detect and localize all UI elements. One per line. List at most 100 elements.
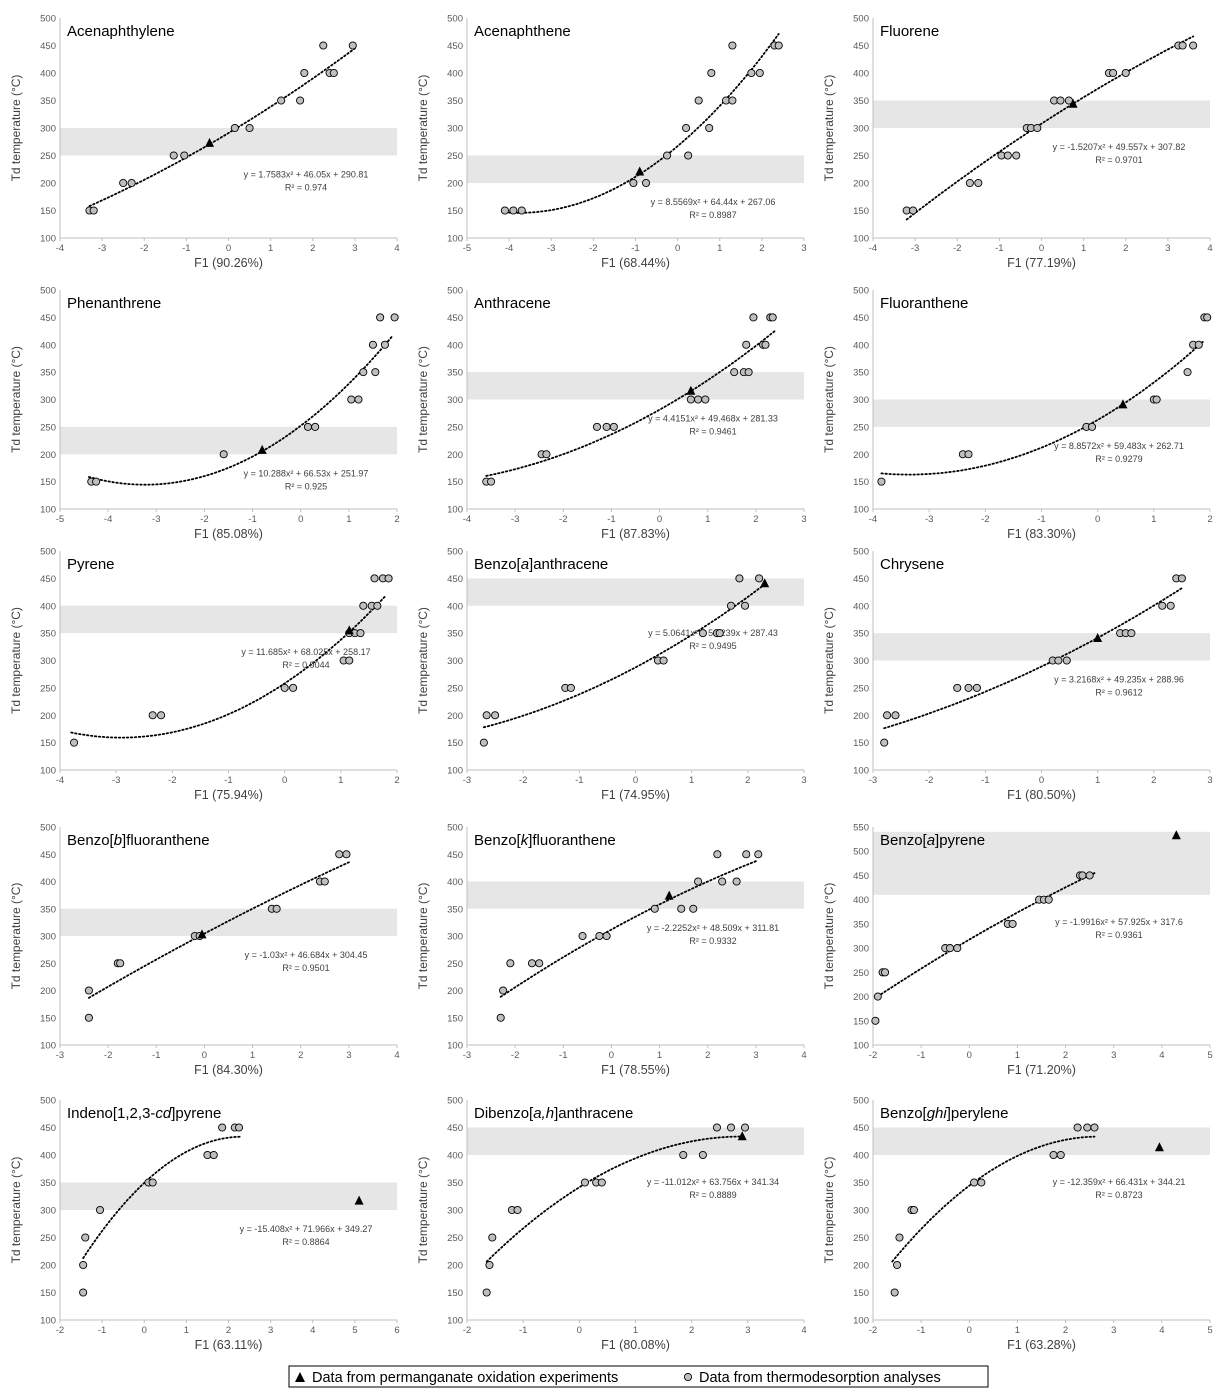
y-axis-label: Td temperature (°C) <box>822 75 836 182</box>
x-tick-label: 4 <box>1159 1325 1164 1336</box>
x-tick-label: 0 <box>1039 243 1044 254</box>
thermodesorption-point <box>747 68 756 78</box>
chart-panel-11: 100 150 200 250 300 350 400 450 500 -3 -2 -1 0 1 2 3 4 F1… <box>416 823 807 1078</box>
thermodesorption-point <box>69 738 79 747</box>
trend-equation: y = -12.359x² + 66.431x + 344.21 <box>1053 1177 1186 1187</box>
legend-triangle-label: Data from permanganate oxidation experim… <box>312 1370 618 1386</box>
y-tick-label: 250 <box>40 683 56 694</box>
x-tick-label: 1 <box>338 775 343 786</box>
y-axis-label: Td temperature (°C) <box>9 1157 23 1264</box>
x-tick-label: -3 <box>511 514 519 525</box>
thermodesorption-point <box>347 395 356 404</box>
y-tick-label: 250 <box>40 422 56 433</box>
y-tick-label: 400 <box>447 340 463 351</box>
chart-title: Pyrene <box>67 556 115 573</box>
x-tick-label: 1 <box>1151 514 1156 525</box>
thermodesorption-point <box>496 1013 505 1022</box>
chart-title: Benzo[k]fluoranthene <box>474 832 616 849</box>
thermodesorption-point <box>542 450 551 459</box>
y-tick-label: 450 <box>447 1123 463 1134</box>
trend-equation: y = 1.7583x² + 46.05x + 290.81 <box>244 170 369 180</box>
y-tick-label: 100 <box>40 766 56 777</box>
x-tick-label: -2 <box>511 1050 519 1061</box>
x-tick-label: -1 <box>224 775 232 786</box>
y-tick-label: 200 <box>447 986 463 997</box>
thermodesorption-point <box>1088 422 1097 431</box>
y-tick-label: 400 <box>447 69 463 80</box>
y-tick-label: 300 <box>40 1206 56 1217</box>
thermodesorption-point <box>359 368 368 377</box>
y-tick-label: 150 <box>447 1288 463 1299</box>
thermodesorption-point <box>1056 96 1065 105</box>
chart-title: Benzo[b]fluoranthene <box>67 832 210 849</box>
x-tick-label: 2 <box>753 514 758 525</box>
x-tick-label: -1 <box>917 1325 925 1336</box>
x-tick-label: 3 <box>1111 1325 1116 1336</box>
y-tick-label: 450 <box>853 41 869 52</box>
thermodesorption-point <box>880 968 890 977</box>
x-tick-label: 3 <box>745 1325 750 1336</box>
y-tick-label: 500 <box>853 1096 869 1107</box>
chart-title: Benzo[ghi]perylene <box>880 1105 1008 1122</box>
x-tick-label: -2 <box>559 514 567 525</box>
y-tick-label: 250 <box>447 683 463 694</box>
y-tick-label: 100 <box>40 1041 56 1052</box>
thermodesorption-point <box>755 68 764 78</box>
y-tick-label: 300 <box>447 932 463 943</box>
x-axis-label: F1 (83.30%) <box>1007 527 1076 541</box>
trend-r-squared: R² = 0.8889 <box>689 1190 736 1200</box>
thermodesorption-point <box>342 850 351 859</box>
legend-triangle-marker <box>295 1372 305 1382</box>
thermodesorption-point <box>390 313 399 322</box>
trend-line <box>880 339 1206 476</box>
y-tick-label: 250 <box>447 151 463 162</box>
y-tick-label: 400 <box>40 1151 56 1162</box>
x-tick-label: 0 <box>967 1325 972 1336</box>
x-tick-label: 1 <box>1015 1050 1020 1061</box>
shaded-band <box>60 1182 397 1210</box>
thermodesorption-point <box>977 1178 986 1187</box>
thermodesorption-point <box>641 178 651 188</box>
y-tick-label: 350 <box>447 904 463 915</box>
y-tick-label: 250 <box>853 968 869 979</box>
thermodesorption-point <box>972 683 981 692</box>
trend-line <box>82 1135 242 1259</box>
x-tick-label: 5 <box>1207 1050 1212 1061</box>
thermodesorption-point <box>127 178 136 188</box>
thermodesorption-point <box>335 850 344 859</box>
permanganate-point <box>737 1131 747 1141</box>
y-tick-label: 150 <box>447 738 463 749</box>
thermodesorption-point <box>871 1016 880 1025</box>
y-tick-label: 150 <box>853 206 869 217</box>
trend-line <box>508 33 780 214</box>
permanganate-point <box>354 1195 364 1205</box>
y-tick-label: 400 <box>447 877 463 888</box>
x-tick-label: 2 <box>1207 514 1212 525</box>
y-tick-label: 150 <box>447 477 463 488</box>
shaded-band <box>60 605 397 634</box>
y-tick-label: 450 <box>447 313 463 324</box>
y-tick-label: 200 <box>447 450 463 461</box>
thermodesorption-point <box>715 629 724 638</box>
x-axis-label: F1 (71.20%) <box>1007 1063 1076 1077</box>
chart-title: Dibenzo[a,h]anthracene <box>474 1105 633 1122</box>
thermodesorption-point <box>742 340 751 349</box>
x-tick-label: -5 <box>463 243 471 254</box>
chart-panel-8: 100 150 200 250 300 350 400 450 500 -3 -2 -1 0 1 2 3 F1 … <box>416 547 807 803</box>
trend-r-squared: R² = 0.9044 <box>282 660 329 670</box>
y-tick-label: 100 <box>447 234 463 245</box>
x-tick-label: 2 <box>689 1325 694 1336</box>
y-tick-label: 100 <box>40 1316 56 1327</box>
legend-circle-marker <box>683 1372 693 1382</box>
y-tick-label: 300 <box>40 395 56 406</box>
y-tick-label: 100 <box>447 1041 463 1052</box>
y-tick-label: 200 <box>40 450 56 461</box>
chart-panel-10: 100 150 200 250 300 350 400 450 500 -3 -2 -1 0 1 2 3 4 F1… <box>9 823 400 1078</box>
trend-line <box>88 335 394 486</box>
y-axis-label: Td temperature (°C) <box>416 346 430 453</box>
thermodesorption-point <box>1178 41 1187 50</box>
y-tick-label: 300 <box>447 395 463 406</box>
thermodesorption-point <box>1085 871 1094 880</box>
y-tick-label: 150 <box>853 738 869 749</box>
thermodesorption-point <box>744 368 753 377</box>
